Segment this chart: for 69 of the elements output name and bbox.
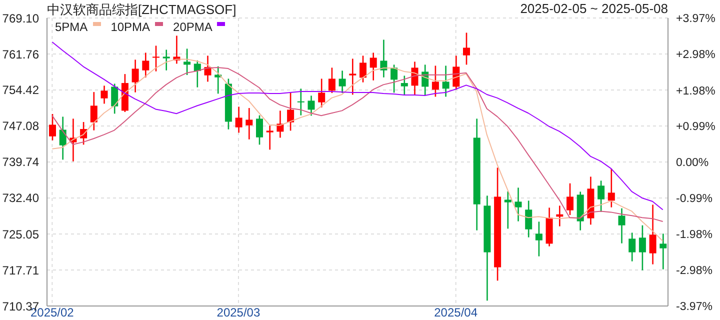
candlestick: [328, 67, 336, 94]
candlestick: [380, 39, 388, 78]
y-tick-label: 761.76: [2, 47, 40, 62]
legend-label: 10PMA: [110, 20, 150, 34]
candlestick: [59, 116, 66, 160]
candlestick: [214, 66, 222, 94]
candlestick: [400, 75, 408, 96]
y2-tick-label: +0.99%: [676, 121, 716, 134]
candlestick: [132, 59, 139, 93]
candlestick: [608, 168, 615, 208]
y2-tick-label: -1.98%: [676, 228, 712, 241]
y2-tick-label: 0.00%: [676, 157, 709, 170]
candlestick: [287, 92, 294, 132]
candlestick: [49, 113, 56, 141]
x-tick-label: 2025/03: [216, 306, 260, 320]
candlestick: [235, 106, 242, 134]
candlestick: [535, 221, 542, 257]
candlestick: [660, 233, 667, 270]
candlestick: [390, 64, 398, 94]
y-tick-label: 732.40: [2, 191, 40, 206]
candlestick: [442, 65, 450, 98]
candlestick: [297, 88, 304, 116]
candlestick: [111, 83, 118, 114]
candlestick: [504, 190, 512, 230]
chart-title: 中汉软商品综指[ZHCTMAGSOF]: [47, 1, 236, 19]
candlestick: [370, 52, 377, 82]
y-tick-label: 739.74: [2, 155, 40, 170]
y2-tick-label: -2.98%: [676, 265, 712, 278]
y-tick-label: 747.08: [2, 119, 40, 134]
candlestick: [360, 55, 366, 83]
candlestick: [100, 85, 108, 104]
candlestick: [514, 187, 522, 222]
y2-tick-label: -0.99%: [676, 192, 712, 205]
candlestick: [525, 200, 532, 238]
candlestick: [184, 48, 191, 76]
candlestick: [349, 58, 356, 96]
candlestick: [318, 78, 326, 108]
candlestick: [638, 224, 646, 271]
line-series: [52, 42, 664, 210]
candlestick: [256, 114, 263, 146]
candlestick: [308, 95, 315, 116]
candlestick: [598, 180, 605, 213]
y2-tick-label: +3.97%: [676, 13, 716, 26]
candlestick: [618, 208, 626, 244]
y-tick-label: 769.10: [2, 11, 40, 26]
candlestick: [338, 70, 346, 94]
candlestick: [628, 232, 636, 262]
y2-tick-label: +1.98%: [676, 85, 716, 98]
candlestick: [463, 32, 470, 66]
candlestick: [452, 55, 460, 90]
legend-label: 5PMA: [55, 20, 88, 34]
y-tick-label: 717.71: [2, 263, 40, 278]
candlestick: [649, 204, 656, 265]
candlestick: [566, 182, 574, 216]
chart-subtitle: 2025-02-05 ~ 2025-05-08: [520, 1, 668, 16]
candlestick: [266, 125, 274, 150]
candlestick: [194, 60, 201, 88]
y2-tick-label: +2.98%: [676, 48, 716, 61]
candlestick: [246, 107, 253, 140]
y-tick-label: 754.42: [2, 83, 40, 98]
legend-label: 20PMA: [173, 20, 212, 34]
y2-tick-label: -3.97%: [676, 301, 712, 314]
candlestick: [432, 65, 439, 98]
candlestick: [142, 52, 150, 78]
candlestick: [90, 91, 98, 131]
candlestick: [152, 45, 160, 72]
y-tick-label: 725.05: [2, 227, 40, 242]
x-tick-label: 2025/04: [434, 306, 478, 320]
candlestick: [162, 49, 170, 72]
